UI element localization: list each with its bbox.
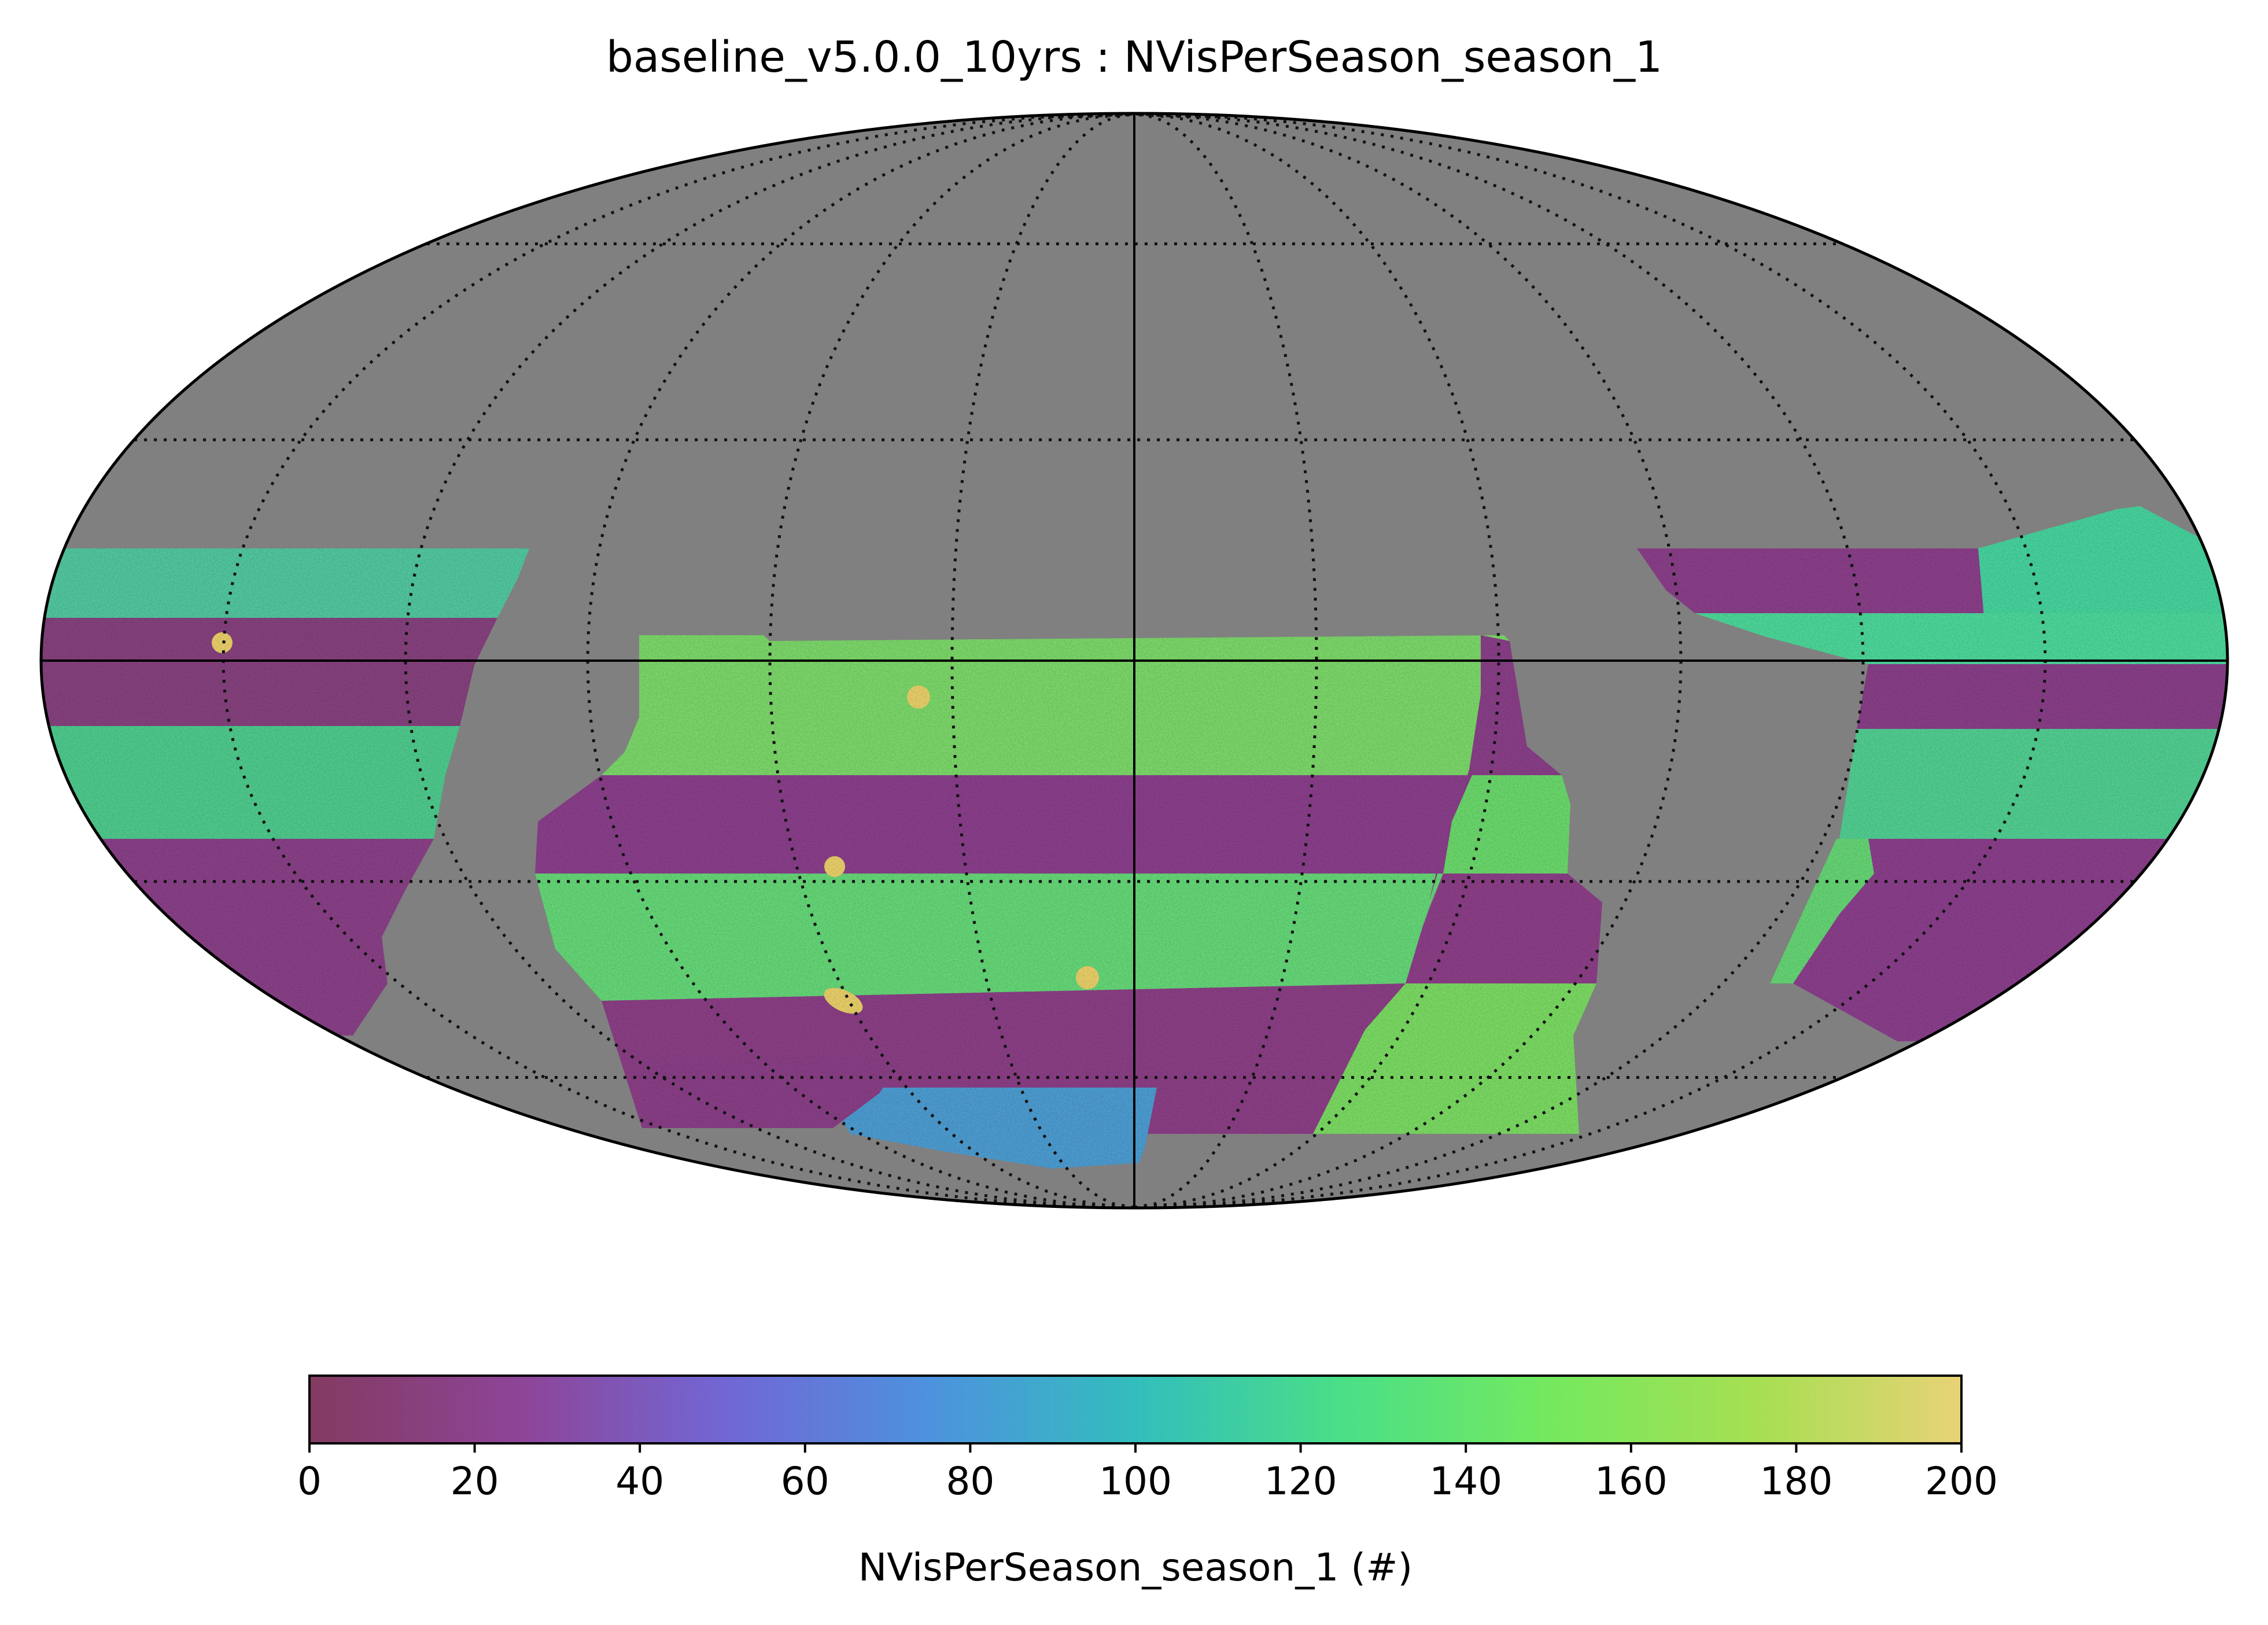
left-band-high-2 [41, 726, 460, 839]
central-band-high-1 [602, 635, 1562, 775]
central-right-low-2 [1406, 874, 1602, 983]
colorbar-gradient [308, 1375, 1963, 1445]
colorbar-tick-label: 20 [451, 1459, 499, 1504]
central-right-low-strip [1429, 635, 1562, 902]
colorbar-tick-label: 0 [297, 1459, 322, 1504]
central-band-high-2 [535, 874, 1443, 1001]
right-band-high-3 [1770, 839, 1874, 983]
colorbar-tick-label: 140 [1429, 1459, 1502, 1504]
meridian-line [1134, 112, 1683, 1209]
colorbar: 0 20 40 60 80 100 120 140 160 180 200 NVisPerSeaso… [297, 1375, 1998, 1590]
central-footprint [535, 635, 1602, 1169]
hotspot [1076, 966, 1099, 989]
central-band-low-3 [642, 1059, 902, 1128]
chart-title: baseline_v5.0.0_10yrs : NVisPerSeason_se… [606, 32, 1662, 82]
meridian-line [950, 112, 1135, 1209]
central-right-high-2 [1313, 983, 1596, 1134]
colorbar-tick-label: 200 [1925, 1459, 1998, 1504]
hotspot [824, 856, 845, 877]
hotspot [824, 987, 863, 1014]
hotspot [212, 632, 233, 653]
colorbar-tick-label: 60 [781, 1459, 829, 1504]
colorbar-tick-label: 160 [1595, 1459, 1668, 1504]
central-band-mid-bottom [821, 1088, 1157, 1169]
colorbar-tick-label: 100 [1099, 1459, 1172, 1504]
left-band-high-top [41, 548, 529, 618]
right-band-high-2 [1839, 729, 2228, 839]
sky-boundary [39, 112, 2229, 1210]
colorbar-tick-label: 40 [615, 1459, 664, 1504]
hotspots [212, 632, 1099, 1014]
colorbar-label: NVisPerSeason_season_1 (#) [858, 1545, 1413, 1590]
colorbar-tick-label: 120 [1264, 1459, 1337, 1504]
right-band-low-1 [1857, 664, 2228, 729]
hotspot [907, 686, 930, 709]
central-band-low-1 [535, 775, 1469, 874]
colorbar-ticks: 0 20 40 60 80 100 120 140 160 180 200 [297, 1443, 1998, 1504]
meridian-line [586, 112, 1135, 1209]
meridian-line [1134, 112, 1318, 1209]
right-band-low-top [1637, 548, 1984, 613]
mollweide-map [39, 112, 2229, 1210]
right-band-high-1 [1695, 613, 2228, 664]
colorbar-tick-label: 180 [1760, 1459, 1832, 1504]
right-band-high-right-top [1978, 506, 2228, 618]
left-band-low-1 [41, 618, 497, 726]
colorbar-tick-label: 80 [946, 1459, 994, 1504]
